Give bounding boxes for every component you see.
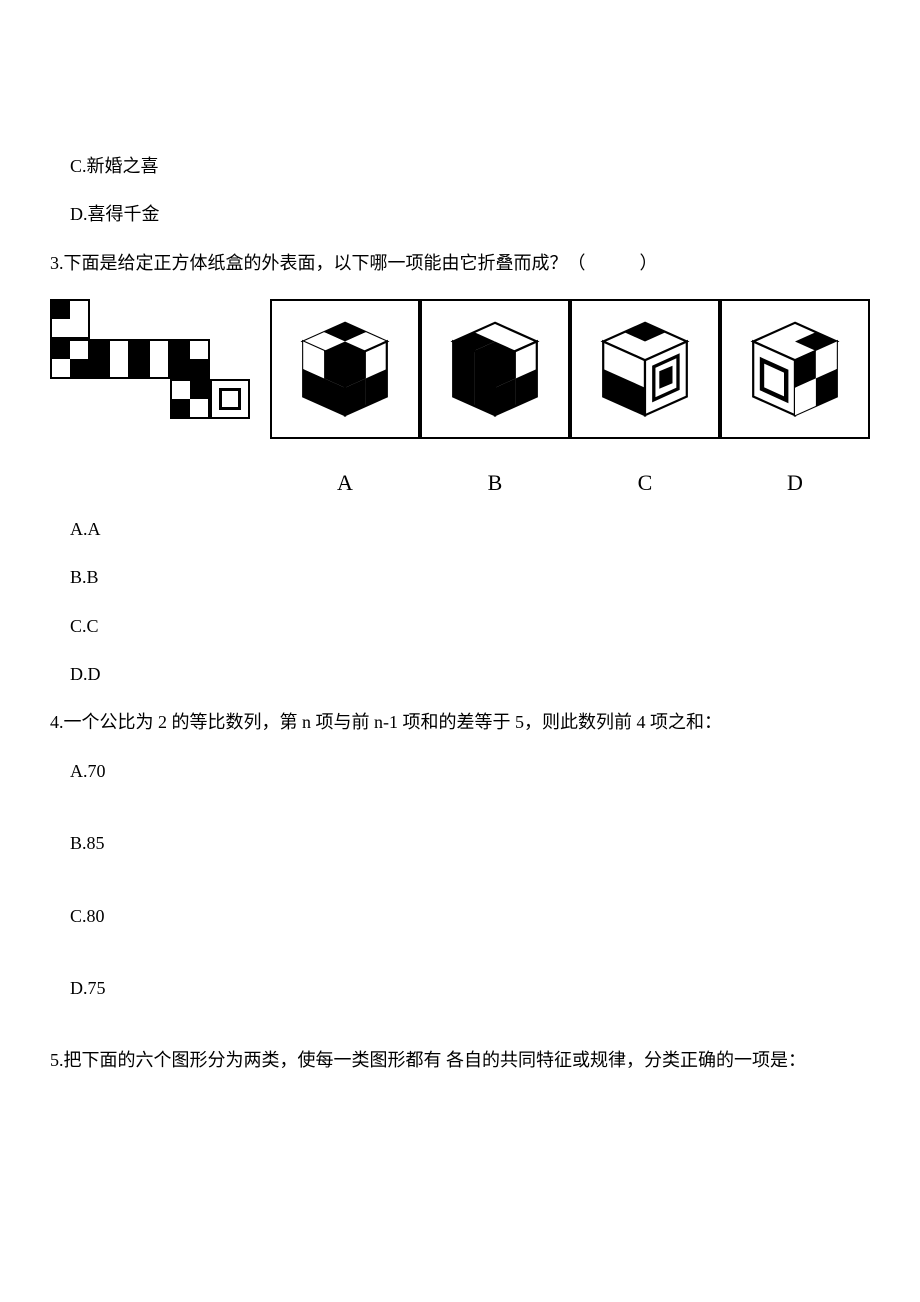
q3-options-row: A B: [270, 299, 870, 503]
cube-b-icon: [440, 314, 550, 424]
q4-option-b: B.85: [70, 827, 870, 859]
q3-text: 3.下面是给定正方体纸盒的外表面，以下哪一项能由它折叠而成？（ ）: [50, 247, 870, 279]
q4-option-d: D.75: [70, 972, 870, 1004]
q2-option-d: D.喜得千金: [70, 198, 870, 230]
q3-label-b: B: [488, 463, 503, 503]
q3-option-b: B.B: [70, 561, 870, 593]
q4-option-a: A.70: [70, 755, 870, 787]
q2-option-c: C.新婚之喜: [70, 150, 870, 182]
q3-fig-c: C: [570, 299, 720, 503]
q4-text: 4.一个公比为 2 的等比数列，第 n 项与前 n-1 项和的差等于 5，则此数…: [50, 706, 870, 738]
q3-figure: A B: [50, 299, 870, 503]
cube-net: [50, 299, 240, 439]
q3-fig-b: B: [420, 299, 570, 503]
q3-label-c: C: [638, 463, 653, 503]
q3-fig-a: A: [270, 299, 420, 503]
cube-a-icon: [290, 314, 400, 424]
q3-option-c: C.C: [70, 610, 870, 642]
q3-label-d: D: [787, 463, 803, 503]
q3-fig-d: D: [720, 299, 870, 503]
q3-label-a: A: [337, 463, 353, 503]
q5-text: 5.把下面的六个图形分为两类，使每一类图形都有 各自的共同特征或规律，分类正确的…: [50, 1044, 870, 1076]
q3-option-d: D.D: [70, 658, 870, 690]
cube-d-icon: [740, 314, 850, 424]
cube-c-icon: [590, 314, 700, 424]
q3-option-a: A.A: [70, 513, 870, 545]
q4-option-c: C.80: [70, 900, 870, 932]
